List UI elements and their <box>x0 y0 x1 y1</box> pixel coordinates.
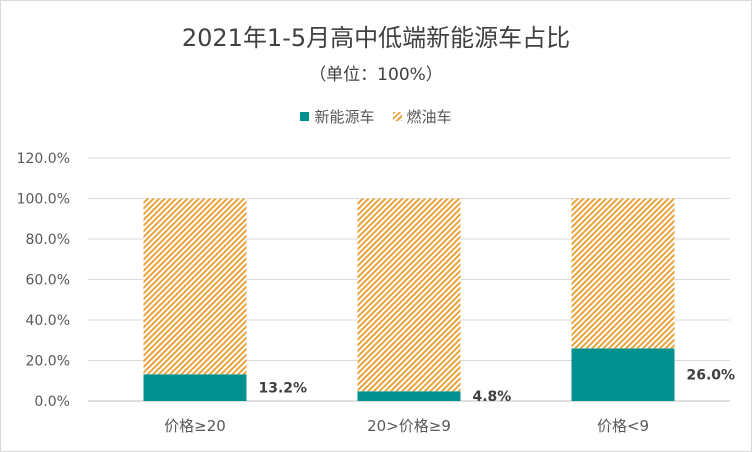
legend-swatch-fuel <box>392 112 402 121</box>
y-tick-label: 60.0% <box>26 273 70 289</box>
legend-swatch-ev <box>300 112 310 121</box>
bar-segment-ev <box>357 391 461 401</box>
bar-segment-fuel <box>571 198 675 349</box>
bar-segment-fuel <box>143 198 247 375</box>
legend-label-fuel: 燃油车 <box>406 108 452 126</box>
legend-item-ev: 新能源车 <box>300 106 375 127</box>
x-tick-label: 价格<9 <box>597 417 649 435</box>
data-label: 26.0% <box>687 368 736 384</box>
bar-segment-fuel <box>357 198 461 392</box>
chart-legend: 新能源车 燃油车 <box>0 106 752 127</box>
data-label: 13.2% <box>259 381 308 397</box>
x-tick-label: 价格≥20 <box>164 417 226 435</box>
y-tick-label: 0.0% <box>34 394 70 410</box>
y-tick-label: 40.0% <box>26 313 70 329</box>
chart-subtitle: （单位：100%） <box>309 65 443 85</box>
y-tick-label: 100.0% <box>17 192 70 208</box>
y-tick-label: 120.0% <box>17 151 70 167</box>
y-tick-label: 20.0% <box>26 354 70 370</box>
bar-segment-ev <box>143 374 247 401</box>
data-label: 4.8% <box>473 389 512 405</box>
legend-item-fuel: 燃油车 <box>392 106 452 127</box>
x-tick-label: 20>价格≥9 <box>367 417 451 435</box>
chart-title: 2021年1-5月高中低端新能源车占比 <box>181 24 571 52</box>
legend-label-ev: 新能源车 <box>314 108 375 126</box>
bar-segment-ev <box>571 348 675 401</box>
y-tick-label: 80.0% <box>26 232 70 248</box>
